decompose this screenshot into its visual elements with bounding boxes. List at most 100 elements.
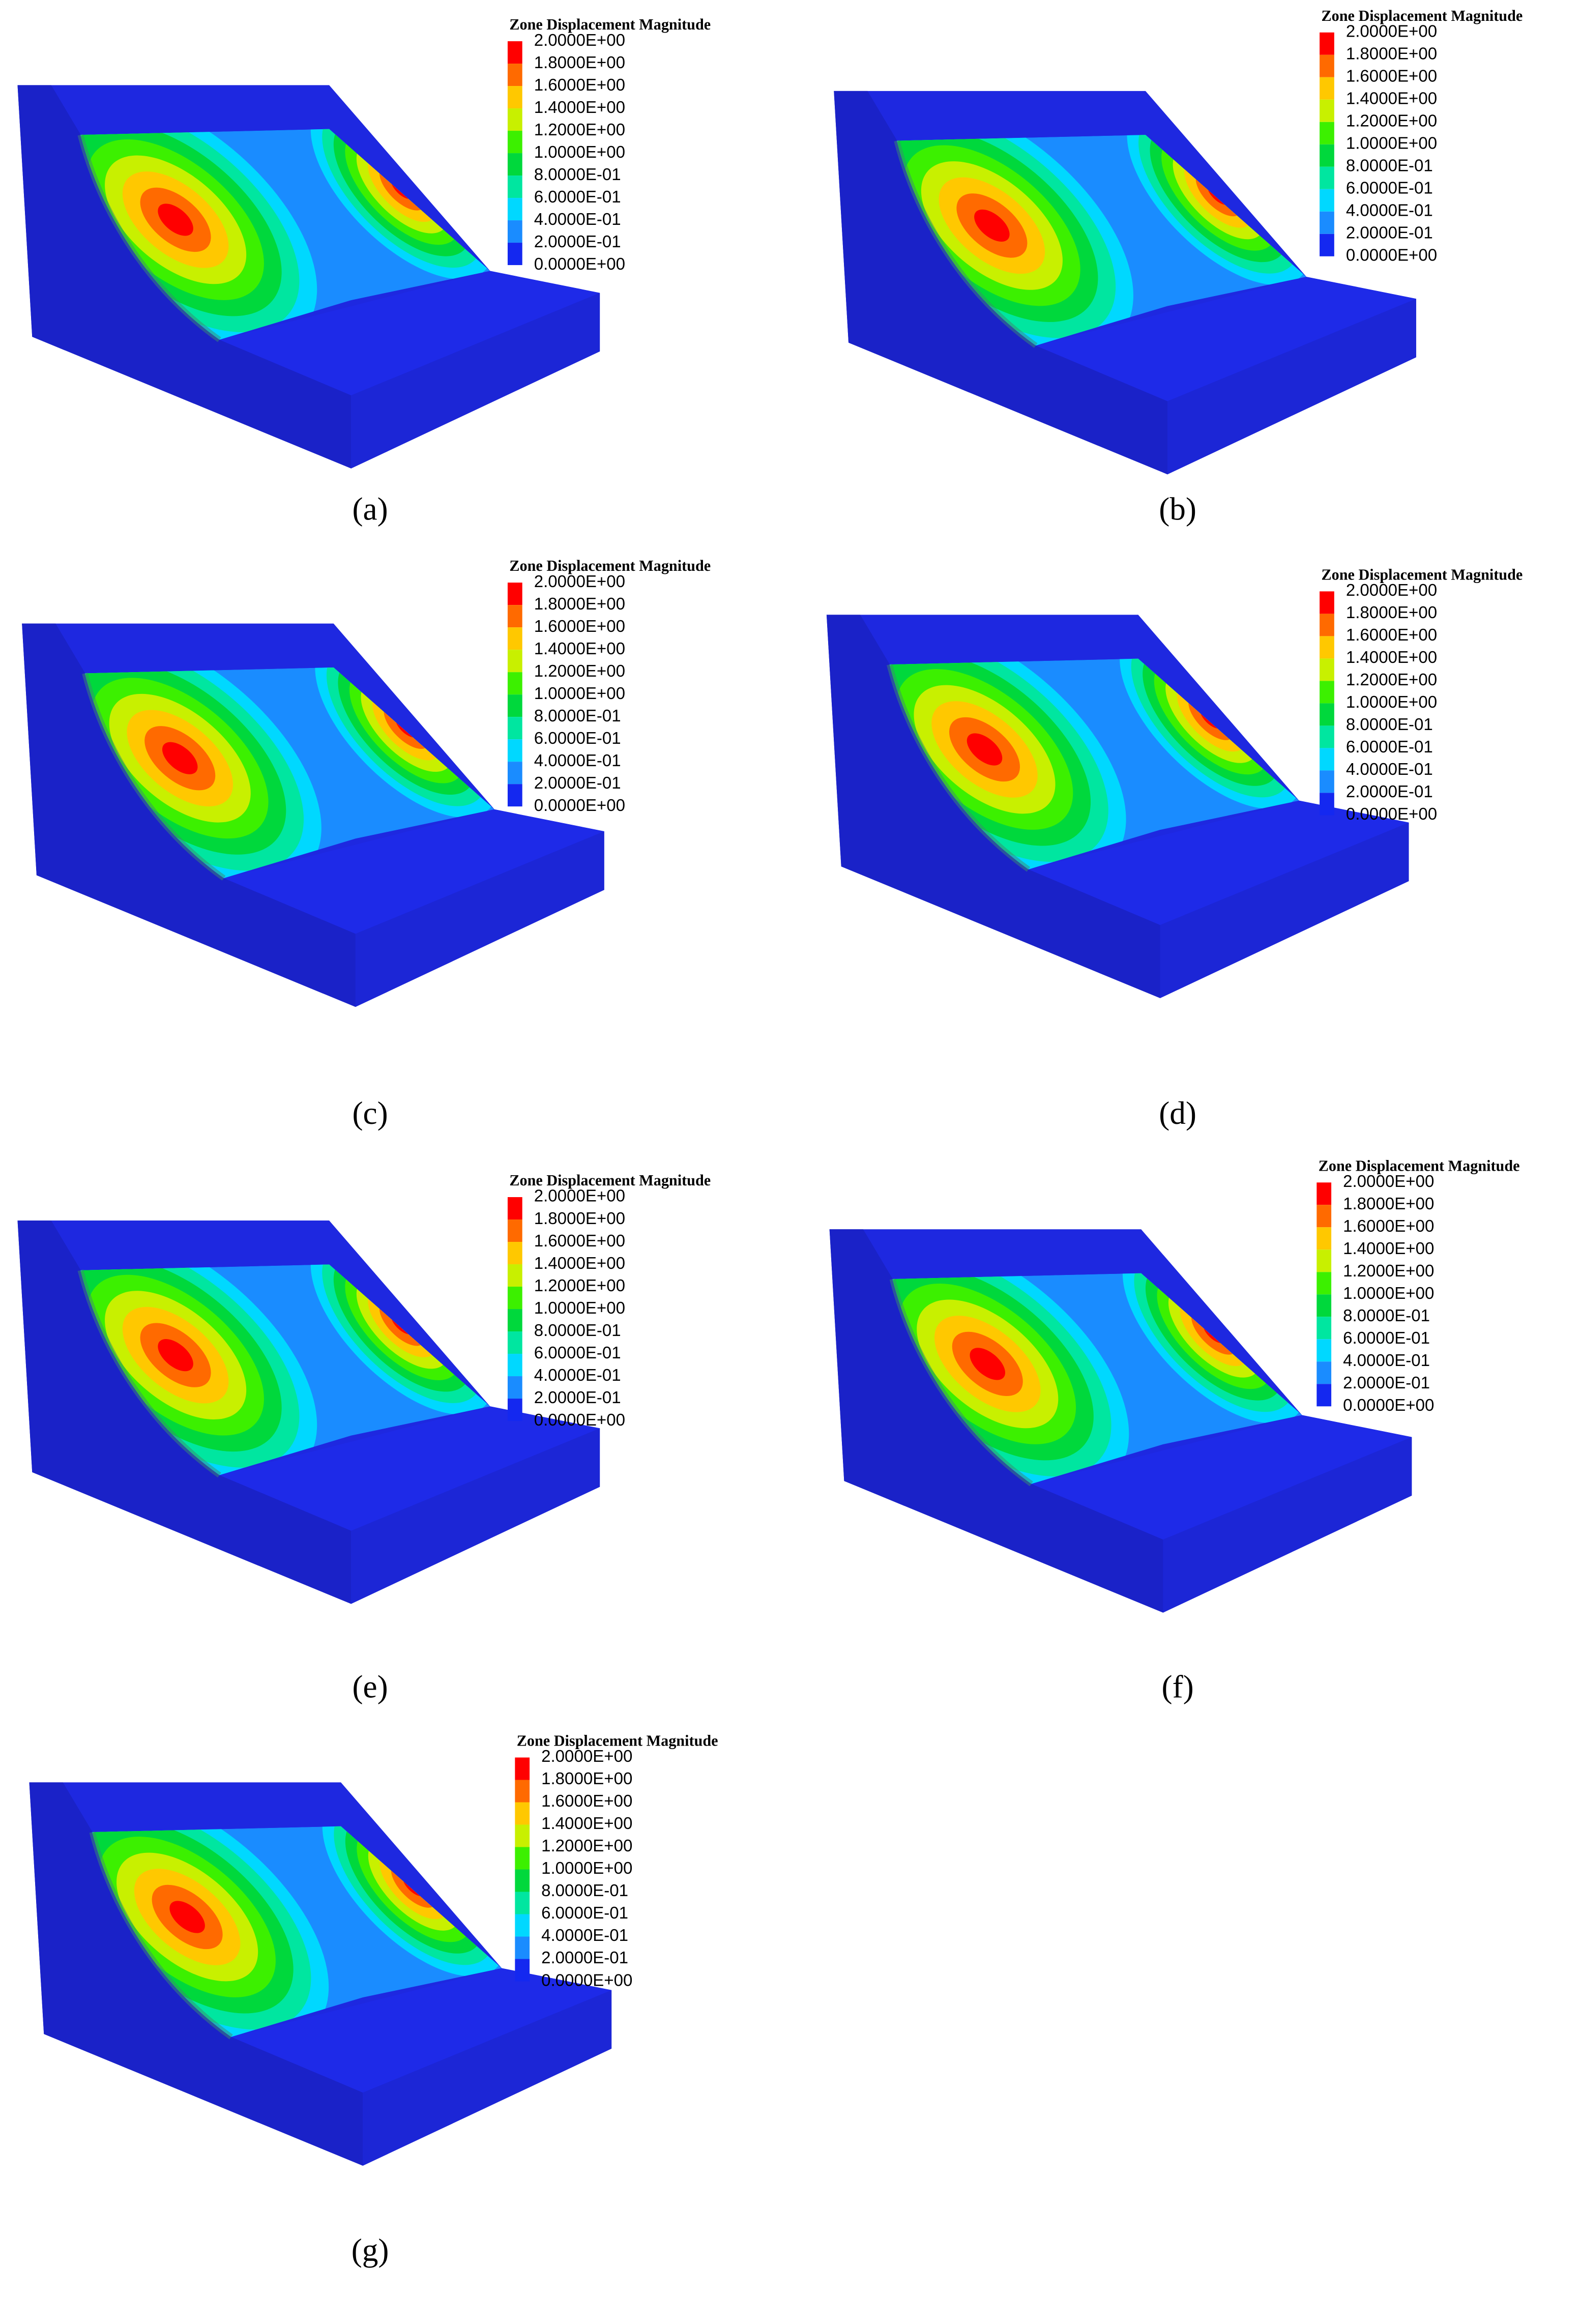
legend-label: 4.0000E-01 bbox=[1346, 760, 1433, 779]
legend-swatch bbox=[1316, 1361, 1332, 1384]
legend-label: 0.0000E+00 bbox=[534, 1411, 625, 1430]
model-bench bbox=[1036, 277, 1416, 401]
legend-swatch bbox=[1320, 32, 1334, 55]
legend-label: 1.4000E+00 bbox=[534, 640, 625, 658]
legend-swatch bbox=[1320, 614, 1334, 636]
legend-label: 4.0000E-01 bbox=[534, 210, 621, 229]
legend-label: 1.4000E+00 bbox=[1343, 1239, 1434, 1258]
legend-swatch bbox=[515, 1847, 530, 1870]
legend-label: 8.0000E-01 bbox=[1346, 715, 1433, 734]
legend-swatch bbox=[515, 1824, 530, 1847]
legend-swatch bbox=[507, 627, 522, 650]
legend-label: 1.6000E+00 bbox=[534, 1232, 625, 1251]
legend-swatch bbox=[515, 1959, 530, 1982]
legend-swatch bbox=[1320, 211, 1334, 234]
legend-swatch bbox=[1320, 144, 1334, 167]
panel-label: (a) bbox=[352, 491, 388, 527]
legend-label: 6.0000E-01 bbox=[1346, 179, 1433, 198]
model-bench bbox=[224, 809, 604, 934]
legend-label: 1.6000E+00 bbox=[534, 76, 625, 95]
legend-swatch bbox=[515, 1869, 530, 1892]
legend-swatch bbox=[507, 176, 522, 198]
legend-label: 1.6000E+00 bbox=[1346, 626, 1437, 645]
legend-swatch bbox=[507, 131, 522, 154]
legend-swatch bbox=[1320, 793, 1334, 816]
legend-label: 0.0000E+00 bbox=[1346, 805, 1437, 824]
panel-label: (d) bbox=[1159, 1095, 1196, 1131]
contour-band bbox=[974, 209, 1010, 242]
legend-swatch bbox=[1320, 189, 1334, 212]
legend-label: 2.0000E+00 bbox=[541, 1747, 632, 1766]
legend-label: 1.2000E+00 bbox=[1346, 112, 1437, 131]
legend-title: Zone Displacement Magnitude bbox=[1319, 1157, 1520, 1174]
legend-label: 1.0000E+00 bbox=[534, 143, 625, 162]
legend-swatch bbox=[507, 1354, 522, 1377]
legend-title: Zone Displacement Magnitude bbox=[509, 16, 711, 33]
legend-swatch bbox=[1320, 636, 1334, 659]
legend-label: 1.4000E+00 bbox=[534, 98, 625, 117]
legend-label: 4.0000E-01 bbox=[541, 1926, 628, 1945]
legend-label: 1.0000E+00 bbox=[534, 684, 625, 703]
legend-swatch bbox=[1320, 681, 1334, 704]
legend-title: Zone Displacement Magnitude bbox=[509, 1172, 711, 1189]
legend-swatch bbox=[507, 1219, 522, 1242]
model-bench bbox=[219, 271, 600, 396]
legend-swatch bbox=[1320, 591, 1334, 614]
legend-swatch bbox=[507, 1399, 522, 1421]
legend-label: 2.0000E+00 bbox=[534, 31, 625, 50]
legend-swatch bbox=[1316, 1227, 1332, 1250]
legend-label: 6.0000E-01 bbox=[534, 1344, 621, 1362]
legend-swatch bbox=[1320, 234, 1334, 256]
legend-swatch bbox=[1316, 1250, 1332, 1272]
legend-swatch bbox=[1316, 1384, 1332, 1407]
legend-label: 1.2000E+00 bbox=[534, 1276, 625, 1295]
legend-label: 0.0000E+00 bbox=[534, 796, 625, 815]
legend-label: 2.0000E-01 bbox=[1343, 1374, 1430, 1392]
legend-label: 8.0000E-01 bbox=[541, 1881, 628, 1900]
legend-label: 1.2000E+00 bbox=[541, 1837, 632, 1855]
legend-label: 2.0000E+00 bbox=[1346, 581, 1437, 600]
legend-label: 1.0000E+00 bbox=[534, 1299, 625, 1318]
legend-label: 0.0000E+00 bbox=[534, 255, 625, 274]
legend-title: Zone Displacement Magnitude bbox=[1322, 7, 1523, 24]
legend-label: 1.4000E+00 bbox=[534, 1254, 625, 1273]
legend-swatch bbox=[1320, 54, 1334, 77]
legend-swatch bbox=[1316, 1339, 1332, 1362]
slip-edge bbox=[889, 1278, 1033, 1487]
model-bench bbox=[231, 1968, 612, 2093]
legend-label: 1.4000E+00 bbox=[541, 1814, 632, 1833]
legend-label: 6.0000E-01 bbox=[1343, 1329, 1430, 1348]
legend-label: 2.0000E-01 bbox=[534, 774, 621, 793]
legend-label: 1.6000E+00 bbox=[1346, 67, 1437, 86]
contour-band bbox=[169, 1901, 205, 1933]
panel bbox=[17, 85, 600, 469]
legend-label: 2.0000E-01 bbox=[1346, 782, 1433, 801]
legend-label: 6.0000E-01 bbox=[541, 1904, 628, 1923]
legend-swatch bbox=[507, 583, 522, 605]
legend-label: 1.0000E+00 bbox=[541, 1859, 632, 1878]
contour-band bbox=[970, 1348, 1006, 1380]
legend-swatch bbox=[1320, 658, 1334, 681]
legend-label: 1.2000E+00 bbox=[1343, 1262, 1434, 1281]
legend-swatch bbox=[1316, 1272, 1332, 1295]
legend-label: 2.0000E+00 bbox=[1346, 22, 1437, 41]
legend-label: 2.0000E-01 bbox=[541, 1949, 628, 1967]
legend-swatch bbox=[507, 784, 522, 807]
legend-label: 1.8000E+00 bbox=[1346, 45, 1437, 64]
legend-label: 1.4000E+00 bbox=[1346, 90, 1437, 108]
legend-swatch bbox=[1316, 1205, 1332, 1228]
legend-label: 8.0000E-01 bbox=[534, 165, 621, 184]
legend-title: Zone Displacement Magnitude bbox=[517, 1732, 718, 1749]
legend-swatch bbox=[1320, 770, 1334, 793]
legend-label: 2.0000E-01 bbox=[534, 233, 621, 251]
panel-label: (f) bbox=[1162, 1669, 1194, 1705]
legend-label: 1.8000E+00 bbox=[1346, 603, 1437, 622]
legend-title: Zone Displacement Magnitude bbox=[509, 557, 711, 574]
legend-label: 1.8000E+00 bbox=[1343, 1195, 1434, 1213]
